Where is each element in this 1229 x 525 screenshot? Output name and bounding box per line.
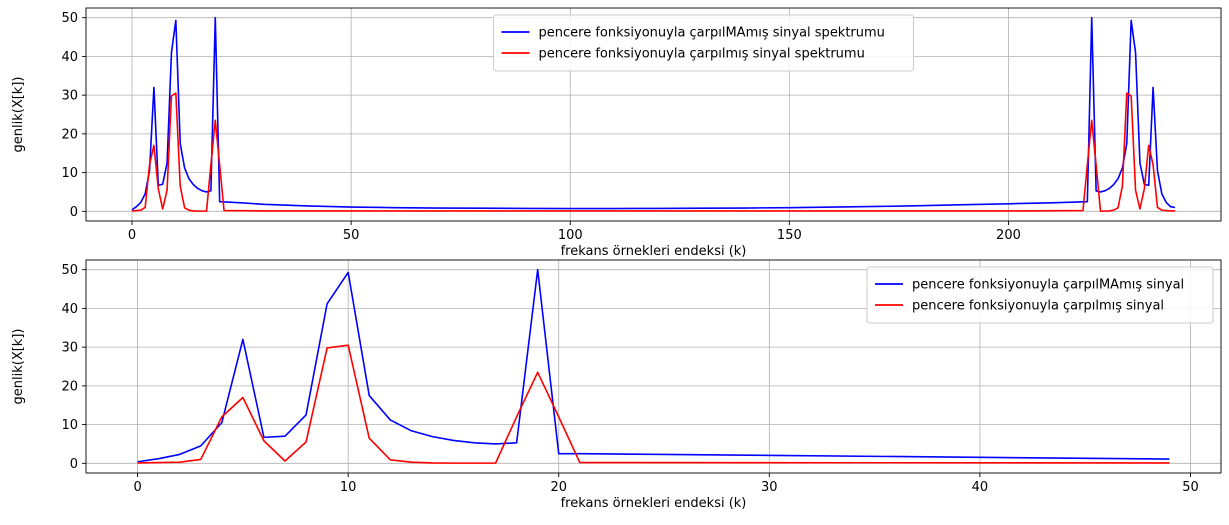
- series-line-2: [137, 344, 1170, 464]
- y-tick-label: 30: [61, 341, 78, 356]
- legend-label-1: pencere fonksiyonuyla çarpılMAmış sinyal…: [539, 26, 885, 41]
- x-tick-label: 200: [996, 228, 1021, 243]
- legend: pencere fonksiyonuyla çarpılMAmış sinyal…: [493, 14, 914, 72]
- x-tick-label: 0: [128, 228, 136, 243]
- x-axis-label: frekans örnekleri endeksi (k): [561, 496, 747, 511]
- y-tick-label: 0: [70, 205, 78, 220]
- y-tick-label: 20: [61, 379, 78, 394]
- x-axis-label: frekans örnekleri endeksi (k): [561, 244, 747, 259]
- legend-label-2: pencere fonksiyonuyla çarpılmış sinyal: [912, 299, 1164, 314]
- x-tick-label: 50: [343, 228, 360, 243]
- x-tick-label: 10: [340, 480, 357, 495]
- y-tick-label: 30: [61, 89, 78, 104]
- axes-frame: [85, 7, 1222, 222]
- y-tick-label: 50: [61, 11, 78, 26]
- series-line-2: [131, 92, 1175, 212]
- y-tick-label: 0: [70, 457, 78, 472]
- y-tick-label: 20: [61, 127, 78, 142]
- y-tick-label: 40: [61, 302, 78, 317]
- legend-box: [866, 266, 1214, 324]
- axes-frame: [85, 259, 1222, 474]
- x-tick-label: 50: [1182, 480, 1199, 495]
- y-axis-label: genlik(X[k]): [11, 77, 26, 153]
- chart-1: 0 50 100 150 200 0 10 20 30 40 50 frekans örnekleri…: [11, 7, 1222, 259]
- y-tick-label: 50: [61, 263, 78, 278]
- series-line-1: [131, 16, 1176, 211]
- chart-2: 0 10 20 30 40 50 0 10 20 30 40 50 frekans örnekleri …: [11, 259, 1222, 511]
- x-tick-label: 40: [972, 480, 989, 495]
- x-tick-label: 0: [133, 480, 141, 495]
- x-tick-label: 30: [761, 480, 778, 495]
- x-tick-label: 100: [558, 228, 583, 243]
- x-tick-label: 20: [550, 480, 567, 495]
- y-tick-label: 40: [61, 50, 78, 65]
- y-tick-label: 10: [61, 418, 78, 433]
- y-tick-label: 10: [61, 166, 78, 181]
- y-axis-label: genlik(X[k]): [11, 329, 26, 405]
- x-tick-label: 150: [777, 228, 802, 243]
- legend-label-2: pencere fonksiyonuyla çarpılmış sinyal s…: [539, 47, 865, 62]
- legend-box: [493, 14, 914, 72]
- legend: pencere fonksiyonuyla çarpılMAmış sinyal…: [866, 266, 1214, 324]
- legend-label-1: pencere fonksiyonuyla çarpılMAmış sinyal: [912, 278, 1184, 293]
